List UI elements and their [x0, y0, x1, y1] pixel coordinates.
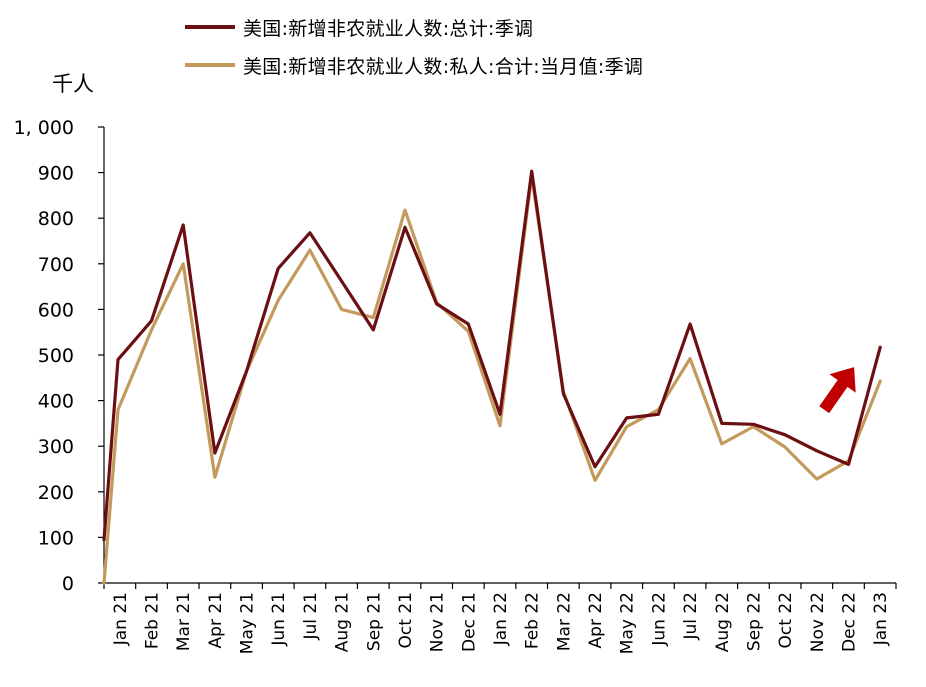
arrow-head	[829, 367, 856, 393]
y-axis-unit-label: 千人	[52, 72, 94, 96]
legend-swatch-total	[185, 25, 235, 29]
x-tick-label: Jul 22	[681, 592, 701, 641]
y-tick-label: 800	[38, 208, 74, 230]
x-tick-label: Mar 21	[174, 592, 194, 651]
x-tick-label: Jul 21	[301, 592, 321, 641]
y-tick-label: 700	[38, 254, 74, 276]
y-tick-label: 1, 000	[14, 117, 74, 139]
x-tick-label: Jun 21	[269, 592, 289, 647]
x-tick-label: Dec 21	[459, 592, 479, 652]
y-tick-label: 600	[38, 299, 74, 321]
legend-label-total: 美国:新增非农就业人数:总计:季调	[243, 17, 534, 40]
x-tick-label: Mar 22	[554, 592, 574, 651]
x-tick-label: Jan 23	[871, 592, 891, 646]
y-tick-label: 500	[38, 345, 74, 367]
legend-entry-total: 美国:新增非农就业人数:总计:季调	[185, 8, 643, 46]
y-tick-label: 100	[38, 527, 74, 549]
x-tick-label: Sep 21	[364, 592, 384, 651]
up-arrow-icon	[819, 367, 856, 414]
legend-label-private: 美国:新增非农就业人数:私人:合计:当月值:季调	[243, 55, 644, 78]
x-tick-label: Feb 21	[143, 592, 163, 649]
x-tick-label: Jun 22	[649, 592, 669, 647]
series-line-private	[102, 174, 882, 585]
x-tick-label: Sep 22	[744, 592, 764, 651]
x-tick-label: May 21	[238, 592, 258, 654]
y-tick-label: 200	[38, 482, 74, 504]
x-tick-label: Feb 22	[523, 592, 543, 649]
x-tick-label: Oct 22	[776, 592, 796, 648]
x-tick-label: Dec 22	[839, 592, 859, 652]
y-tick-label: 0	[62, 573, 74, 595]
x-tick-label: Jan 22	[491, 592, 511, 646]
series-line-total	[102, 169, 882, 542]
x-tick-label: Nov 22	[808, 592, 828, 652]
x-tick-label: Oct 21	[396, 592, 416, 648]
arrow-shaft	[819, 378, 849, 414]
legend: 美国:新增非农就业人数:总计:季调 美国:新增非农就业人数:私人:合计:当月值:…	[185, 8, 643, 84]
legend-entry-private: 美国:新增非农就业人数:私人:合计:当月值:季调	[185, 46, 643, 84]
x-tick-label: Jan 21	[111, 592, 131, 646]
legend-swatch-private	[185, 63, 235, 67]
x-tick-label: Apr 21	[206, 592, 226, 648]
x-tick-label: Aug 22	[713, 592, 733, 652]
x-tick-label: May 22	[618, 592, 638, 654]
x-tick-label: Nov 21	[428, 592, 448, 652]
y-tick-label: 300	[38, 436, 74, 458]
y-tick-label: 900	[38, 163, 74, 185]
y-tick-label: 400	[38, 391, 74, 413]
x-tick-label: Aug 21	[333, 592, 353, 652]
x-tick-label: Apr 22	[586, 592, 606, 648]
